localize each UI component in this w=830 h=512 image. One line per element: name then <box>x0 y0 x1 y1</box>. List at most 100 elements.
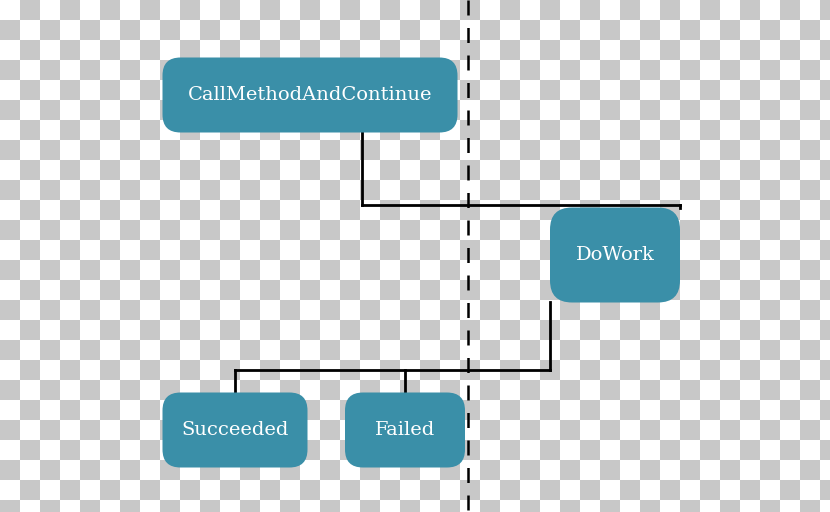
Bar <box>800 160 820 180</box>
Bar <box>260 460 280 480</box>
Bar <box>700 300 720 320</box>
Bar <box>760 440 780 460</box>
Bar <box>60 440 80 460</box>
Bar <box>100 180 120 200</box>
Bar <box>60 340 80 360</box>
Bar <box>480 0 500 20</box>
Bar <box>380 260 400 280</box>
Bar <box>520 200 540 220</box>
Bar <box>140 280 160 300</box>
Bar <box>780 20 800 40</box>
Bar <box>260 360 280 380</box>
Bar <box>20 0 40 20</box>
Bar <box>440 380 460 400</box>
Bar <box>600 360 620 380</box>
Bar <box>380 500 400 512</box>
Bar <box>640 60 660 80</box>
Bar <box>820 300 830 320</box>
Bar <box>480 40 500 60</box>
Bar <box>400 140 420 160</box>
Bar <box>40 280 60 300</box>
Bar <box>440 40 460 60</box>
Bar <box>700 240 720 260</box>
Bar <box>40 400 60 420</box>
Bar <box>400 180 420 200</box>
Bar <box>340 40 360 60</box>
Bar <box>700 260 720 280</box>
Bar <box>460 240 480 260</box>
Bar <box>200 320 220 340</box>
Text: DoWork: DoWork <box>575 246 654 264</box>
Bar <box>260 220 280 240</box>
Bar <box>20 240 40 260</box>
Bar <box>200 100 220 120</box>
Bar <box>680 480 700 500</box>
Bar <box>180 220 200 240</box>
Bar <box>800 440 820 460</box>
Bar <box>440 60 460 80</box>
Bar <box>40 300 60 320</box>
Bar <box>540 60 560 80</box>
Bar <box>740 280 760 300</box>
Bar <box>60 200 80 220</box>
Bar <box>0 0 20 20</box>
Bar <box>220 460 240 480</box>
Bar <box>340 120 360 140</box>
Bar <box>340 300 360 320</box>
Bar <box>100 220 120 240</box>
Bar <box>240 340 260 360</box>
Bar <box>480 280 500 300</box>
Bar <box>820 420 830 440</box>
Bar <box>580 460 600 480</box>
Bar <box>640 20 660 40</box>
Bar <box>720 60 740 80</box>
Bar <box>240 420 260 440</box>
Bar <box>220 200 240 220</box>
Bar <box>800 380 820 400</box>
Bar <box>200 340 220 360</box>
Bar <box>440 340 460 360</box>
Bar <box>40 220 60 240</box>
Bar <box>340 460 360 480</box>
Bar <box>760 280 780 300</box>
Bar <box>780 340 800 360</box>
Bar <box>540 340 560 360</box>
Bar <box>560 280 580 300</box>
Bar <box>780 180 800 200</box>
Bar <box>740 40 760 60</box>
Bar <box>520 500 540 512</box>
Bar <box>0 220 20 240</box>
Bar <box>60 220 80 240</box>
Bar <box>120 500 140 512</box>
Bar <box>20 400 40 420</box>
Bar <box>520 380 540 400</box>
Bar <box>280 220 300 240</box>
Bar <box>120 380 140 400</box>
Bar <box>480 100 500 120</box>
Bar <box>200 440 220 460</box>
Bar <box>140 180 160 200</box>
Bar <box>80 500 100 512</box>
Bar <box>100 200 120 220</box>
Bar <box>660 240 680 260</box>
Bar <box>500 220 520 240</box>
Bar <box>680 180 700 200</box>
Bar <box>580 280 600 300</box>
Bar <box>780 300 800 320</box>
Bar <box>40 120 60 140</box>
Bar <box>480 260 500 280</box>
Bar <box>280 280 300 300</box>
Bar <box>80 0 100 20</box>
Bar <box>680 380 700 400</box>
Bar <box>20 260 40 280</box>
Bar <box>740 180 760 200</box>
Bar <box>400 260 420 280</box>
Bar <box>800 420 820 440</box>
Bar <box>800 100 820 120</box>
Bar <box>240 40 260 60</box>
Bar <box>820 220 830 240</box>
Bar <box>740 140 760 160</box>
Bar <box>160 380 180 400</box>
Bar <box>660 80 680 100</box>
Bar <box>180 120 200 140</box>
